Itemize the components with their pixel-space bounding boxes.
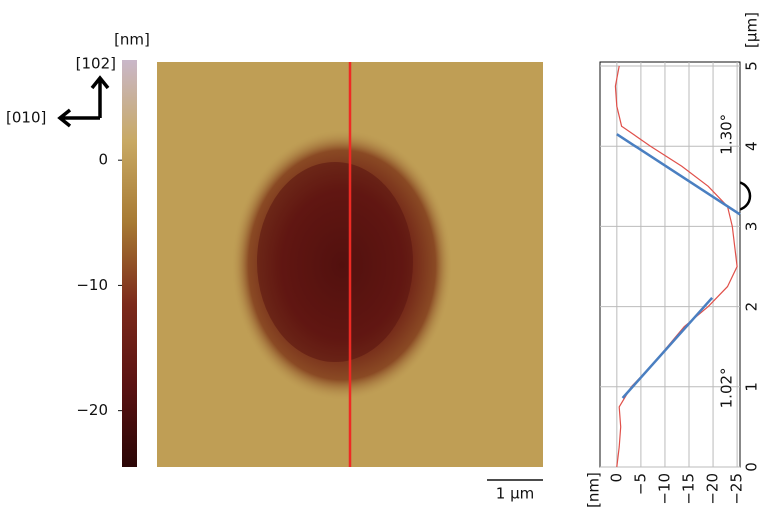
y-tick-label: 2 (743, 302, 760, 312)
x-tick-label: −5 (631, 473, 649, 495)
colorbar-unit: [nm] (114, 31, 150, 49)
y-tick-label: 1 (743, 382, 760, 392)
x-tick-label: 0 (607, 473, 625, 483)
x-unit: [nm] (585, 472, 603, 508)
direction-arrows (60, 78, 108, 126)
scale-bar-label: 1 µm (496, 485, 534, 503)
colorbar (122, 60, 137, 467)
y-tick-label: 5 (743, 61, 760, 71)
x-tick-label: −10 (655, 473, 673, 505)
y-tick-label: 0 (98, 151, 108, 169)
direction-label: [102] (76, 55, 116, 73)
angle-label: 1.30° (718, 114, 736, 155)
direction-label: [010] (6, 109, 46, 127)
x-tick-label: −25 (728, 473, 746, 505)
angle-label: 1.02° (718, 367, 736, 408)
y-unit: [µm] (743, 12, 760, 48)
x-tick-label: −15 (680, 473, 698, 505)
y-tick-label: 4 (743, 141, 760, 151)
x-tick-label: −20 (704, 473, 722, 505)
y-tick-label: 0 (743, 462, 760, 472)
pit-core (257, 162, 413, 362)
y-tick-label: −10 (76, 276, 108, 294)
y-tick-label: 3 (743, 222, 760, 232)
y-tick-label: −20 (76, 401, 108, 419)
